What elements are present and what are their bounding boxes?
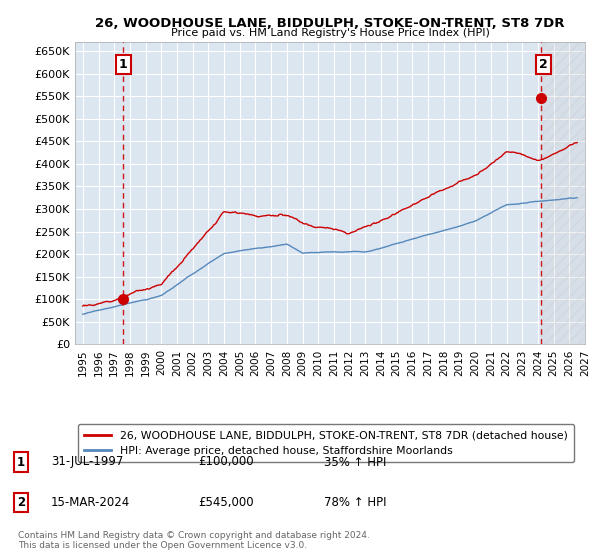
Text: £100,000: £100,000	[198, 455, 254, 469]
Text: 1: 1	[119, 58, 128, 71]
Text: 1: 1	[17, 455, 25, 469]
Text: 26, WOODHOUSE LANE, BIDDULPH, STOKE-ON-TRENT, ST8 7DR: 26, WOODHOUSE LANE, BIDDULPH, STOKE-ON-T…	[95, 17, 565, 30]
Text: £545,000: £545,000	[198, 496, 254, 509]
Text: 2: 2	[17, 496, 25, 509]
Text: 35% ↑ HPI: 35% ↑ HPI	[324, 455, 386, 469]
Text: 31-JUL-1997: 31-JUL-1997	[51, 455, 124, 469]
Legend: 26, WOODHOUSE LANE, BIDDULPH, STOKE-ON-TRENT, ST8 7DR (detached house), HPI: Ave: 26, WOODHOUSE LANE, BIDDULPH, STOKE-ON-T…	[78, 424, 574, 463]
Bar	[541, 42, 585, 344]
Text: 15-MAR-2024: 15-MAR-2024	[51, 496, 130, 509]
Text: Contains HM Land Registry data © Crown copyright and database right 2024.
This d: Contains HM Land Registry data © Crown c…	[18, 530, 370, 550]
Text: 78% ↑ HPI: 78% ↑ HPI	[324, 496, 386, 509]
Text: 2: 2	[539, 58, 548, 71]
Text: Price paid vs. HM Land Registry's House Price Index (HPI): Price paid vs. HM Land Registry's House …	[170, 28, 490, 38]
